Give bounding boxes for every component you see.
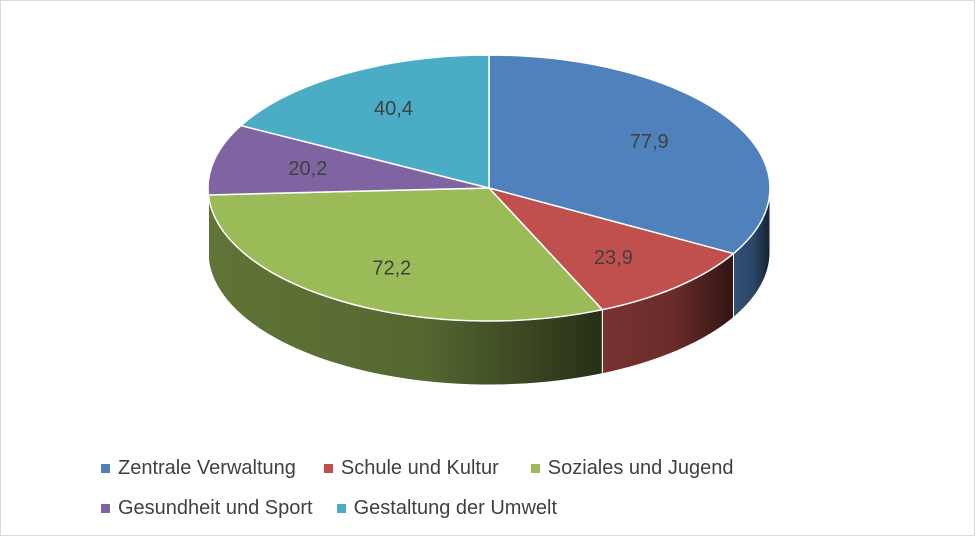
legend-item-gestaltung-der-umwelt: Gestaltung der Umwelt	[336, 496, 558, 520]
legend-label: Gesundheit und Sport	[118, 496, 313, 519]
legend-swatch	[323, 463, 333, 473]
legend: Zentrale Verwaltung Schule und Kultur So…	[101, 448, 901, 528]
legend-label: Gestaltung der Umwelt	[353, 496, 558, 519]
pie-slice-zentrale-verwaltung	[488, 54, 771, 255]
pie-slice-schule-und-kultur	[486, 186, 736, 311]
legend-item-zentrale-verwaltung: Zentrale Verwaltung	[101, 457, 296, 480]
legend-swatch	[336, 503, 346, 513]
data-label-gestaltung-der-umwelt: 40,4	[374, 98, 413, 120]
legend-label: Schule und Kultur	[340, 456, 499, 479]
data-label-zentrale-verwaltung: 77,9	[630, 131, 669, 153]
legend-item-gesundheit-und-sport: Gesundheit und Sport	[101, 497, 313, 520]
legend-item-schule-und-kultur: Schule und Kultur	[323, 456, 499, 480]
pie-side-walls	[207, 187, 771, 386]
pie-slice-gestaltung-der-umwelt	[239, 54, 490, 189]
pie-slice-soziales-und-jugend	[207, 187, 604, 322]
legend-swatch	[101, 463, 110, 473]
data-label-schule-und-kultur: 23,9	[594, 247, 633, 269]
legend-swatch	[530, 463, 540, 473]
data-labels: 77,9 23,9 72,2 20,2 40,4	[288, 98, 668, 279]
data-label-soziales-und-jugend: 72,2	[372, 257, 411, 279]
legend-item-soziales-und-jugend: Soziales und Jugend	[530, 456, 734, 480]
pie-slices	[207, 54, 771, 322]
pie-chart: 77,9 23,9 72,2 20,2 40,4	[207, 54, 771, 386]
pie-slice-gesundheit-und-sport	[207, 124, 490, 196]
legend-swatch	[101, 503, 110, 513]
legend-label: Zentrale Verwaltung	[118, 456, 296, 479]
legend-label: Soziales und Jugend	[547, 456, 734, 479]
data-label-gesundheit-und-sport: 20,2	[288, 158, 327, 180]
